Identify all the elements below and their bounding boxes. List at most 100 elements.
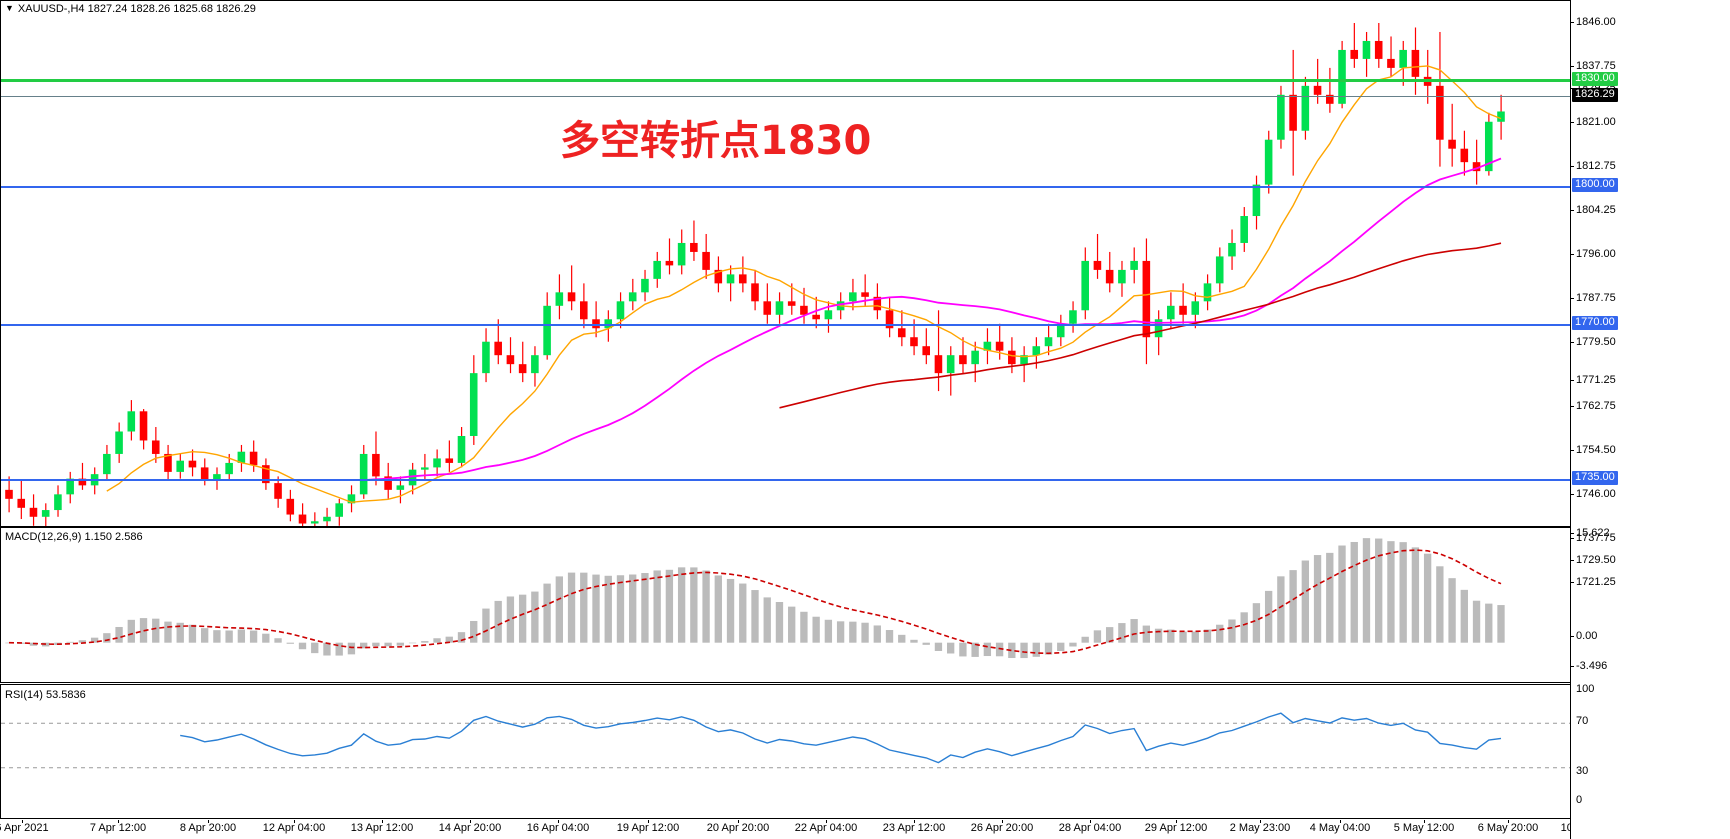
price-tick-mark xyxy=(1570,66,1574,67)
price-tick-mark xyxy=(1570,254,1574,255)
time-tick-label: 23 Apr 12:00 xyxy=(882,822,946,834)
price-tick-label: 1754.50 xyxy=(1576,444,1616,456)
time-tick-label: 22 Apr 04:00 xyxy=(794,822,858,834)
time-tick-label: 28 Apr 04:00 xyxy=(1058,822,1122,834)
symbol-header: ▼ XAUUSD-,H4 1827.24 1828.26 1825.68 1826… xyxy=(5,3,256,15)
support-1770-line[interactable] xyxy=(1,324,1729,326)
price-tick-label: 1746.00 xyxy=(1576,488,1616,500)
time-tick-mark xyxy=(470,820,471,823)
price-tick-mark xyxy=(1570,122,1574,123)
time-tick-label: 26 Apr 20:00 xyxy=(970,822,1034,834)
level-1735[interactable]: 1735.00 xyxy=(1572,471,1618,485)
price-tick-label: 1837.75 xyxy=(1576,60,1616,72)
price-tick-mark xyxy=(1570,494,1574,495)
rsi-tick-label: 100 xyxy=(1576,683,1595,695)
macd-tick-mark xyxy=(1570,533,1574,534)
time-tick-mark xyxy=(1260,820,1261,823)
time-tick-mark xyxy=(558,820,559,823)
price-tick-mark xyxy=(1570,166,1574,167)
caret-down-icon[interactable]: ▼ xyxy=(5,3,14,13)
symbol-header-text: XAUUSD-,H4 1827.24 1828.26 1825.68 1826.… xyxy=(17,3,256,15)
time-tick-mark xyxy=(22,820,23,823)
price-chart-panel[interactable] xyxy=(0,0,1730,527)
time-tick-label: 10 May 04:00 xyxy=(1560,822,1570,834)
time-tick-mark xyxy=(648,820,649,823)
time-tick-label: 6 May 20:00 xyxy=(1477,822,1539,834)
price-tick-label: 1729.50 xyxy=(1576,554,1616,566)
macd-tick-mark xyxy=(1570,666,1574,667)
price-tick-mark xyxy=(1570,22,1574,23)
time-tick-label: 4 May 04:00 xyxy=(1309,822,1371,834)
time-tick-mark xyxy=(1002,820,1003,823)
price-tick-label: 1804.25 xyxy=(1576,204,1616,216)
time-tick-mark xyxy=(1176,820,1177,823)
price-tick-label: 1779.50 xyxy=(1576,336,1616,348)
resistance-1830-line[interactable] xyxy=(1,79,1729,82)
time-tick-mark xyxy=(294,820,295,823)
price-tick-mark xyxy=(1570,450,1574,451)
price-tick-mark xyxy=(1570,380,1574,381)
last-price[interactable]: 1826.29 xyxy=(1572,88,1618,102)
time-tick-label: 20 Apr 20:00 xyxy=(706,822,770,834)
macd-label: MACD(12,26,9) 1.150 2.586 xyxy=(5,531,143,543)
macd-plot-area[interactable] xyxy=(1,528,1729,682)
time-tick-mark xyxy=(1090,820,1091,823)
time-tick-label: 6 Apr 2021 xyxy=(0,822,49,834)
rsi-label: RSI(14) 53.5836 xyxy=(5,689,86,701)
macd-tick-label: 15.622 xyxy=(1576,527,1610,539)
price-tick-mark xyxy=(1570,538,1574,539)
price-tick-label: 1771.25 xyxy=(1576,374,1616,386)
macd-tick-label: 0.00 xyxy=(1576,630,1598,642)
time-tick-label: 5 May 12:00 xyxy=(1393,822,1455,834)
level-1800[interactable]: 1800.00 xyxy=(1572,178,1618,192)
macd-panel[interactable] xyxy=(0,527,1730,683)
time-tick-mark xyxy=(914,820,915,823)
price-tick-label: 1812.75 xyxy=(1576,160,1616,172)
time-tick-label: 29 Apr 12:00 xyxy=(1144,822,1208,834)
price-plot-area[interactable] xyxy=(1,1,1729,526)
level-1770[interactable]: 1770.00 xyxy=(1572,316,1618,330)
support-1800-line[interactable] xyxy=(1,186,1729,188)
price-tick-label: 1721.25 xyxy=(1576,576,1616,588)
price-tick-label: 1737.75 xyxy=(1576,532,1616,544)
price-axis-separator xyxy=(1570,0,1571,839)
time-tick-mark xyxy=(826,820,827,823)
price-tick-label: 1762.75 xyxy=(1576,400,1616,412)
time-tick-mark xyxy=(208,820,209,823)
rsi-plot-area[interactable] xyxy=(1,685,1729,818)
time-tick-label: 8 Apr 20:00 xyxy=(179,822,237,834)
rsi-panel[interactable] xyxy=(0,684,1730,819)
price-tick-mark xyxy=(1570,406,1574,407)
support-1735-line[interactable] xyxy=(1,479,1729,481)
price-tick-mark xyxy=(1570,298,1574,299)
last-price-line[interactable] xyxy=(1,96,1729,97)
macd-tick-label: -3.496 xyxy=(1576,660,1608,672)
time-tick-mark xyxy=(1340,820,1341,823)
time-tick-label: 19 Apr 12:00 xyxy=(616,822,680,834)
time-tick-mark xyxy=(382,820,383,823)
price-tick-label: 1846.00 xyxy=(1576,16,1616,28)
time-tick-mark xyxy=(118,820,119,823)
level-1830[interactable]: 1830.00 xyxy=(1572,72,1618,86)
time-tick-label: 16 Apr 04:00 xyxy=(526,822,590,834)
price-tick-mark xyxy=(1570,582,1574,583)
price-tick-label: 1821.00 xyxy=(1576,116,1616,128)
price-tick-label: 1796.00 xyxy=(1576,248,1616,260)
time-tick-label: 2 May 23:00 xyxy=(1229,822,1291,834)
macd-tick-mark xyxy=(1570,636,1574,637)
time-tick-label: 7 Apr 12:00 xyxy=(89,822,147,834)
price-tick-mark xyxy=(1570,210,1574,211)
time-tick-mark xyxy=(738,820,739,823)
price-axis[interactable]: 1846.001837.751829.251821.001812.751804.… xyxy=(1570,0,1730,839)
rsi-tick-label: 30 xyxy=(1576,765,1589,777)
rsi-tick-label: 70 xyxy=(1576,715,1589,727)
time-tick-label: 12 Apr 04:00 xyxy=(262,822,326,834)
time-tick-label: 14 Apr 20:00 xyxy=(438,822,502,834)
price-tick-label: 1787.75 xyxy=(1576,292,1616,304)
time-tick-mark xyxy=(1508,820,1509,823)
annotation-text: 多空转折点1830 xyxy=(560,118,872,164)
time-axis[interactable]: 6 Apr 2021 7 Apr 12:00 8 Apr 20:00 12 Apr 0… xyxy=(0,820,1570,839)
time-tick-label: 13 Apr 12:00 xyxy=(350,822,414,834)
rsi-tick-label: 0 xyxy=(1576,794,1583,806)
